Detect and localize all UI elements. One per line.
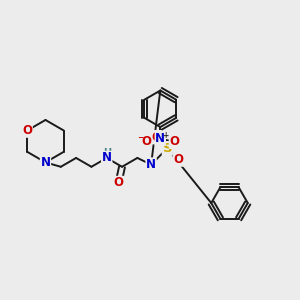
Text: N: N bbox=[102, 152, 112, 164]
Text: O: O bbox=[113, 176, 124, 190]
Text: N: N bbox=[155, 132, 165, 145]
Text: O: O bbox=[169, 135, 179, 148]
Text: S: S bbox=[163, 142, 172, 155]
Text: +: + bbox=[163, 131, 169, 140]
Text: O: O bbox=[151, 131, 161, 144]
Text: H: H bbox=[102, 153, 111, 163]
Text: O: O bbox=[141, 135, 151, 148]
Text: O: O bbox=[173, 153, 184, 166]
Text: N: N bbox=[146, 158, 156, 171]
Text: N: N bbox=[40, 156, 50, 169]
Text: O: O bbox=[22, 124, 32, 137]
Text: −: − bbox=[137, 133, 143, 142]
Text: H: H bbox=[103, 148, 111, 158]
